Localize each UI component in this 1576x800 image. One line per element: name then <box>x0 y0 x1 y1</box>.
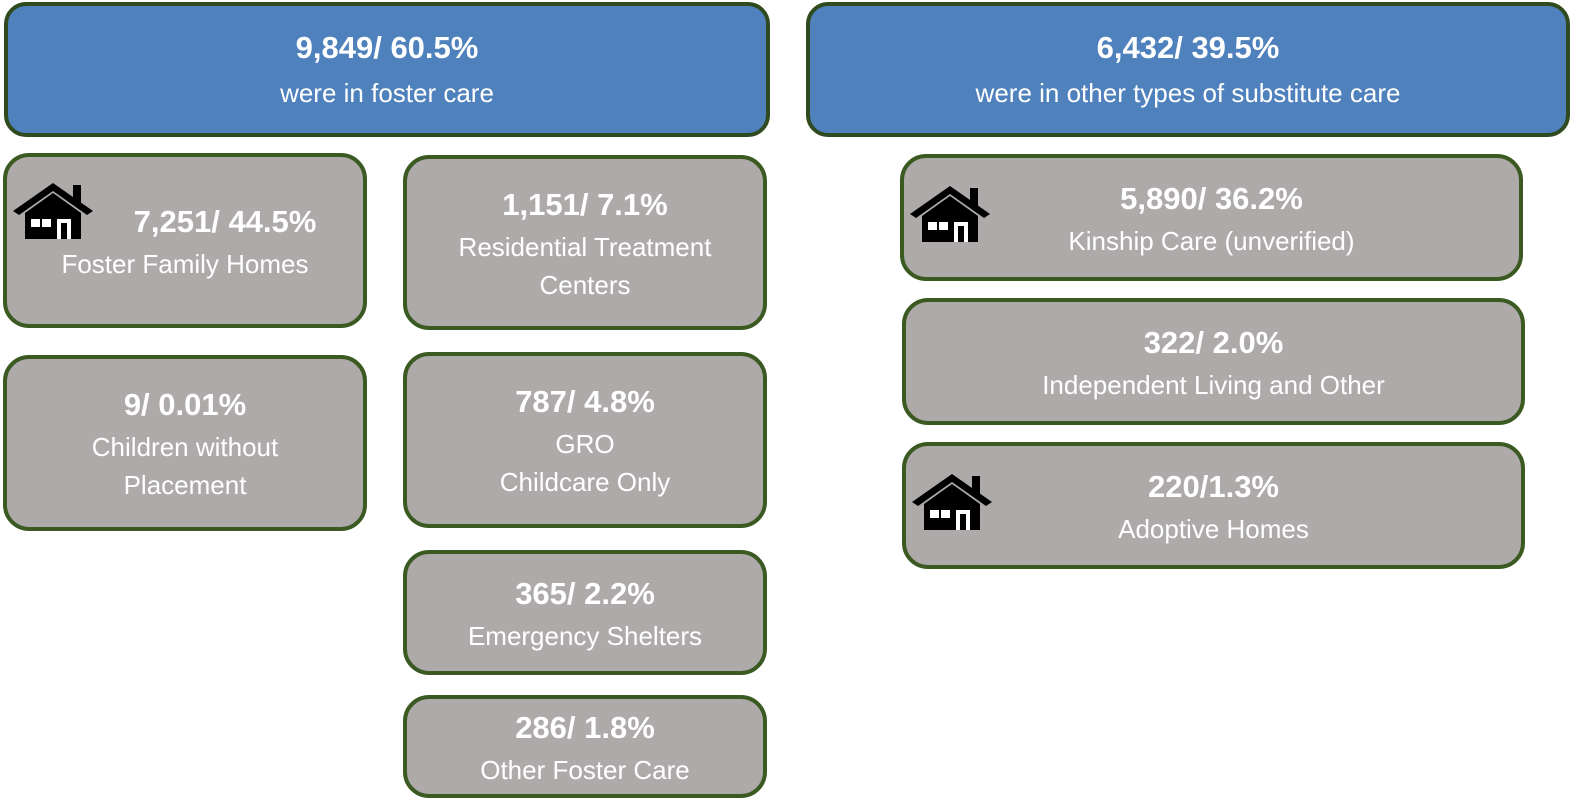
placement-label: Children without <box>91 432 279 462</box>
placement-value: 220/1.3% <box>1148 468 1279 504</box>
placement-value: 787/ 4.8% <box>515 384 655 419</box>
placement-value: 365/ 2.2% <box>515 575 655 611</box>
house-icon <box>908 184 992 244</box>
placement-box: 1,151/ 7.1% Residential Treatment Centers <box>403 155 767 330</box>
placement-value: 286/ 1.8% <box>515 709 655 745</box>
placement-label: Kinship Care (unverified) <box>1068 225 1355 256</box>
placement-label: Centers <box>539 269 631 300</box>
placement-box: 286/ 1.8% Other Foster Care <box>403 695 767 798</box>
placement-label: Foster Family Homes <box>61 248 309 279</box>
placement-box: 7,251/ 44.5% Foster Family Homes <box>3 153 367 328</box>
placement-value: 9/ 0.01% <box>123 387 247 422</box>
header-label: were in other types of substitute care <box>975 77 1401 108</box>
house-icon <box>910 472 994 532</box>
placement-box: 787/ 4.8% GRO Childcare Only <box>403 352 767 528</box>
placement-value: 1,151/ 7.1% <box>502 186 668 222</box>
placement-label: Emergency Shelters <box>467 620 703 651</box>
placement-value: 5,890/ 36.2% <box>1120 180 1303 216</box>
placement-box: 365/ 2.2% Emergency Shelters <box>403 550 767 675</box>
placement-box: 9/ 0.01% Children without Placement <box>3 355 367 531</box>
placement-value: 7,251/ 44.5% <box>133 203 317 239</box>
placement-box: 220/1.3% Adoptive Homes <box>902 442 1525 569</box>
placement-value: 322/ 2.0% <box>1143 324 1284 360</box>
header-label: were in foster care <box>280 77 494 108</box>
placement-box: 5,890/ 36.2% Kinship Care (unverified) <box>900 154 1523 281</box>
header-box: 9,849/ 60.5% were in foster care <box>4 2 770 137</box>
header-value: 6,432/ 39.5% <box>1096 29 1280 65</box>
placement-label: Independent Living and Other <box>1042 369 1385 400</box>
house-icon <box>11 181 95 241</box>
placement-box: 322/ 2.0% Independent Living and Other <box>902 298 1525 425</box>
placement-label: Adoptive Homes <box>1118 513 1309 544</box>
header-box: 6,432/ 39.5% were in other types of subs… <box>806 2 1570 137</box>
placement-label: Childcare Only <box>499 467 671 497</box>
placement-label: Other Foster Care <box>480 754 690 785</box>
placement-label: Residential Treatment <box>458 231 712 262</box>
header-value: 9,849/ 60.5% <box>295 29 479 65</box>
placement-label: GRO <box>555 429 615 459</box>
placement-label: Placement <box>123 470 247 500</box>
